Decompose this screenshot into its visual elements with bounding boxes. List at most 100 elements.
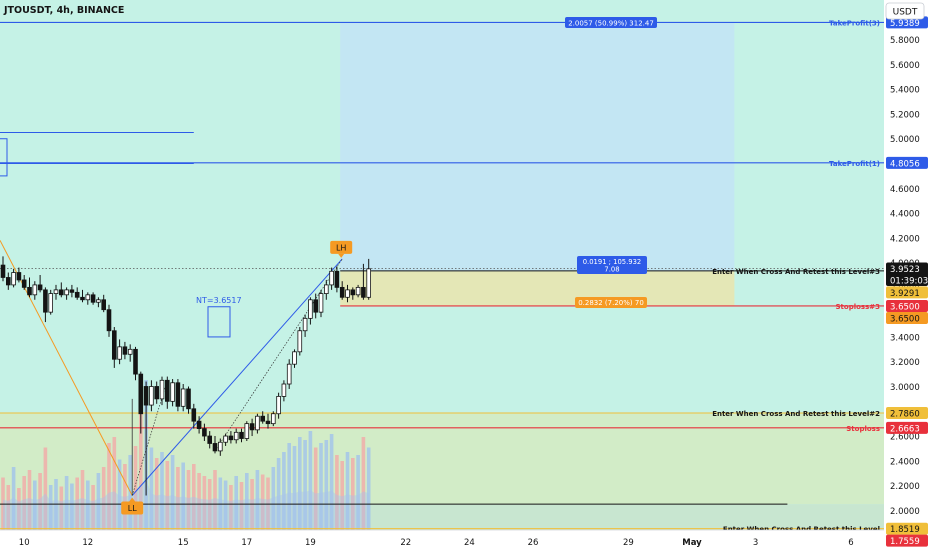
volume-bar (282, 452, 286, 530)
x-tick-label: 19 (305, 538, 316, 548)
candle (106, 304, 112, 337)
candle (292, 349, 297, 368)
candle (313, 293, 318, 319)
volume-bar (260, 474, 265, 530)
candle (122, 341, 128, 360)
axis-price-tag-sl1: 1.7559 (886, 534, 928, 547)
volume-bar (91, 485, 95, 530)
volume-bar (197, 473, 201, 530)
candle (233, 428, 239, 444)
candle (249, 418, 255, 437)
volume-bar (27, 470, 32, 530)
candle (48, 289, 53, 315)
candle (212, 436, 218, 454)
volume-bar (181, 462, 185, 530)
candle (64, 287, 69, 300)
candle (59, 282, 64, 298)
volume-bar (223, 480, 228, 530)
svg-text:3.9291: 3.9291 (890, 289, 920, 299)
volume-bar (303, 440, 307, 530)
y-tick-label: 5.4000 (890, 86, 920, 96)
candle (175, 379, 181, 412)
volume-bar (80, 470, 85, 530)
candle (32, 281, 38, 300)
currency-button-bg[interactable] (885, 2, 925, 20)
nt-label: NT=3.6517 (196, 296, 242, 305)
volume-bar (22, 476, 26, 530)
svg-text:1.7559: 1.7559 (890, 537, 920, 547)
candle (53, 284, 59, 300)
time-axis[interactable] (0, 530, 884, 550)
level-label-entry3: Enter When Cross And Retest this Level#3 (712, 268, 880, 276)
y-tick-label: 3.0000 (890, 383, 920, 393)
currency-button[interactable]: USDT (893, 8, 918, 18)
candle (223, 433, 228, 446)
candle (159, 376, 165, 406)
axis-price-tag-entry2: 2.7860 (886, 406, 928, 419)
axis-price-tag: 3.9291 (886, 286, 928, 299)
candle (16, 267, 22, 283)
y-tick-label: 2.0000 (890, 507, 920, 517)
volume-bar (361, 437, 366, 530)
svg-text:0.0191 ; 105.932: 0.0191 ; 105.932 (583, 258, 642, 266)
axis-price-tag-sl3-orange: 3.6500 (886, 311, 928, 324)
candle (112, 327, 117, 368)
volume-bar (133, 446, 138, 530)
candle (361, 263, 366, 300)
x-tick-label: 17 (241, 538, 252, 548)
candle (117, 339, 122, 365)
volume-bar (356, 455, 360, 530)
svg-text:4.8056: 4.8056 (890, 159, 920, 169)
symbol-title: JTOUSDT, 4h, BINANCE (3, 5, 124, 16)
svg-text:7.08: 7.08 (604, 266, 619, 274)
axis-price-tag: 01:39:03 (886, 273, 928, 286)
volume-bar (308, 431, 313, 530)
volume-bar (107, 443, 111, 530)
volume-average-area (3, 480, 369, 530)
candle (350, 287, 356, 300)
x-tick-label: 6 (848, 538, 853, 548)
volume-bar (117, 459, 122, 530)
volume-bar (239, 482, 244, 530)
target-info-label: 2.0057 (50.99%) 312.47 (565, 17, 657, 28)
volume-bar (271, 467, 276, 530)
volume-bar (11, 467, 16, 530)
y-tick-label: 5.0000 (890, 135, 920, 145)
candle (244, 421, 250, 441)
volume-bar (64, 476, 69, 530)
risk-zone (340, 271, 735, 306)
volume-bar (340, 461, 344, 530)
x-tick-label: 12 (82, 538, 93, 548)
volume-bar (366, 447, 371, 530)
volume-bar (59, 486, 64, 530)
svg-text:5.9389: 5.9389 (890, 19, 920, 29)
candle (302, 314, 308, 337)
entry2-zone (0, 412, 884, 505)
candle (90, 292, 96, 305)
candle (260, 411, 265, 424)
y-tick-label: 5.2000 (890, 110, 920, 120)
y-tick-label: 3.4000 (890, 333, 920, 343)
candle (164, 376, 170, 409)
y-tick-label: 4.6000 (890, 185, 920, 195)
volume-bar (234, 476, 238, 530)
svg-text:01:39:03: 01:39:03 (890, 276, 928, 286)
level-label-tp3: TakeProfit(3) (829, 19, 880, 27)
volume-bar (287, 443, 291, 530)
svg-text:2.0057 (50.99%) 312.47: 2.0057 (50.99%) 312.47 (568, 20, 654, 28)
lh-badge: LH (330, 240, 353, 258)
y-tick-label: 3.2000 (890, 358, 920, 368)
candle (143, 381, 149, 496)
y-tick-label: 5.8000 (890, 36, 920, 46)
candle (196, 416, 202, 434)
volume-bar (276, 458, 281, 530)
volume-bar (101, 467, 106, 530)
volume-bar (245, 473, 249, 530)
y-tick-label: 5.6000 (890, 61, 920, 71)
candle (334, 266, 340, 293)
candle (74, 287, 80, 300)
x-tick-label: 15 (178, 538, 189, 548)
candle (217, 438, 223, 456)
